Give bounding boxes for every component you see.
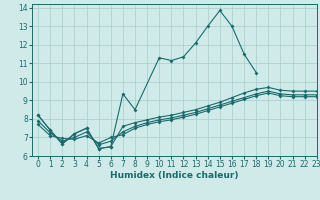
X-axis label: Humidex (Indice chaleur): Humidex (Indice chaleur) (110, 171, 239, 180)
